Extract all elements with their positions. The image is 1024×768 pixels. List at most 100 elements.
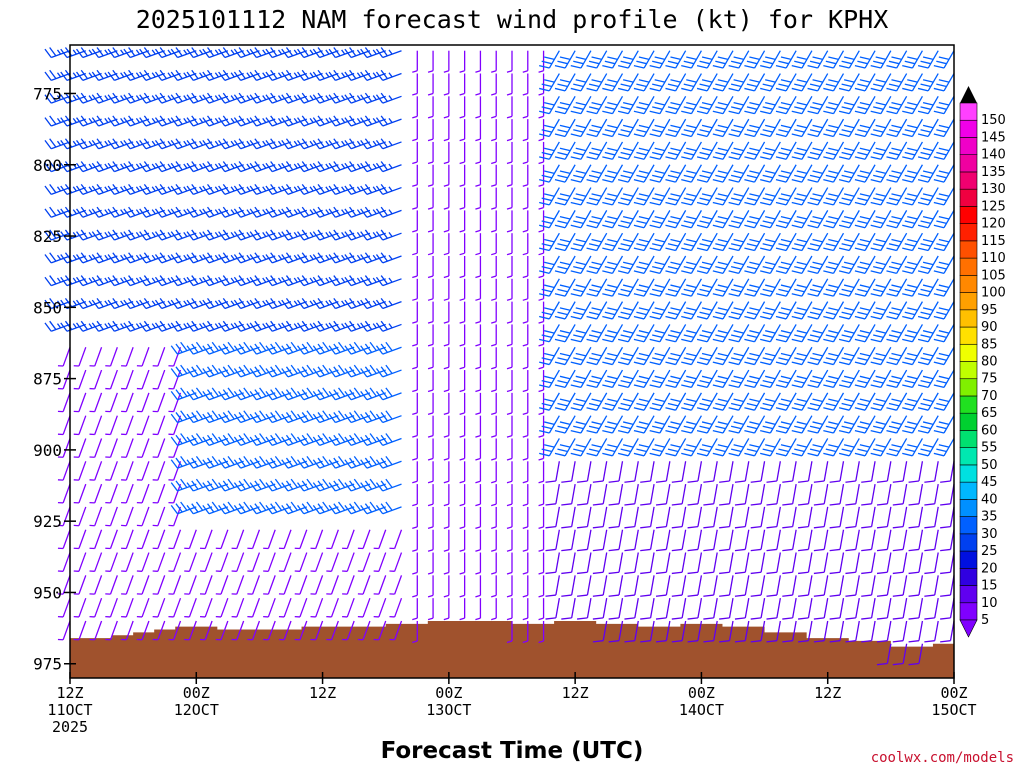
wind-barb [766, 529, 781, 552]
wind-barb [829, 529, 845, 552]
wind-barb [703, 461, 718, 483]
wind-barb [854, 301, 876, 320]
wind-barb [886, 50, 908, 69]
wind-barb [744, 301, 766, 320]
wind-barb [281, 47, 308, 59]
wind-barb [829, 552, 845, 575]
wind-barb [545, 483, 560, 506]
wind-barb [902, 415, 923, 434]
y-tick-label: 900 [33, 441, 62, 460]
wind-barb [360, 297, 386, 310]
wind-barb [681, 415, 702, 434]
wind-barb [459, 164, 466, 187]
wind-barb [640, 575, 655, 597]
wind-barb [89, 438, 103, 458]
wind-barb [886, 232, 908, 252]
wind-barb [412, 438, 418, 461]
wind-barb [247, 529, 261, 550]
wind-barb [263, 529, 276, 550]
wind-barb [649, 141, 671, 160]
wind-barb [360, 341, 386, 355]
wind-barb [328, 161, 355, 173]
wind-barb [854, 255, 876, 274]
wind-barb [357, 620, 371, 641]
wind-barb [373, 552, 387, 572]
wind-barb [838, 73, 860, 92]
wind-barb [218, 206, 244, 218]
wind-barb [360, 455, 386, 469]
wind-barb [344, 387, 371, 401]
wind-barb [649, 187, 671, 206]
wind-barb [297, 92, 323, 104]
wind-barb [760, 95, 781, 115]
wind-barb [344, 433, 371, 446]
wind-barb [539, 415, 560, 434]
wind-barb [506, 598, 513, 621]
wind-barb [554, 438, 576, 457]
colorbar-label: 50 [981, 458, 998, 473]
wind-barb [640, 552, 655, 575]
wind-barb [73, 415, 87, 436]
wind-barb [734, 461, 750, 483]
wind-barb [443, 210, 450, 233]
wind-barb [665, 95, 687, 115]
wind-barb [734, 620, 750, 643]
wind-barb [294, 529, 308, 550]
wind-barb [602, 278, 624, 297]
wind-barb [427, 278, 434, 301]
wind-barb [617, 95, 639, 115]
wind-barb [861, 506, 876, 529]
wind-barb [328, 92, 355, 104]
wind-barb [360, 320, 386, 332]
wind-barb [712, 301, 734, 320]
wind-barb [719, 461, 734, 483]
wind-barb [617, 232, 639, 252]
wind-barb [310, 529, 324, 550]
wind-barb [328, 275, 355, 287]
wind-barb [902, 301, 923, 320]
wind-barb [123, 47, 150, 59]
wind-barb [845, 552, 860, 575]
wind-barb [522, 392, 529, 415]
wind-barb [202, 410, 229, 424]
wind-barb [838, 255, 860, 274]
wind-barb [152, 597, 166, 618]
wind-barb [624, 483, 639, 506]
wind-barb [44, 161, 71, 173]
x-tick-label: 13OCT [426, 701, 471, 719]
wind-barb [389, 529, 403, 550]
wind-barb [712, 324, 734, 343]
wind-barb [233, 455, 260, 469]
wind-barb [760, 392, 781, 411]
wind-barb [624, 620, 639, 643]
wind-barb [375, 252, 402, 264]
wind-barb [617, 187, 639, 206]
wind-barb [577, 483, 592, 506]
wind-barb [249, 297, 276, 310]
wind-barb [917, 232, 939, 252]
wind-barb [861, 598, 876, 620]
wind-barb [89, 575, 103, 595]
wind-barb [782, 620, 797, 643]
wind-barb [443, 256, 450, 279]
wind-barb [602, 73, 624, 92]
wind-barb [139, 115, 165, 127]
wind-barb [775, 164, 797, 183]
wind-barb [215, 552, 229, 572]
wind-barb [154, 115, 181, 127]
wind-barb [870, 95, 892, 115]
wind-barb [681, 346, 702, 366]
wind-barb [265, 433, 292, 446]
wind-barb [791, 118, 813, 138]
wind-barb [655, 483, 671, 506]
wind-barb [121, 575, 134, 595]
wind-barb [681, 301, 702, 320]
wind-barb [522, 256, 529, 279]
wind-barb [823, 164, 845, 183]
wind-barb [294, 552, 308, 572]
wind-barb [624, 506, 639, 529]
wind-barb [202, 92, 229, 104]
wind-barb [136, 483, 150, 504]
wind-barb [545, 575, 560, 597]
wind-barb [870, 232, 892, 252]
